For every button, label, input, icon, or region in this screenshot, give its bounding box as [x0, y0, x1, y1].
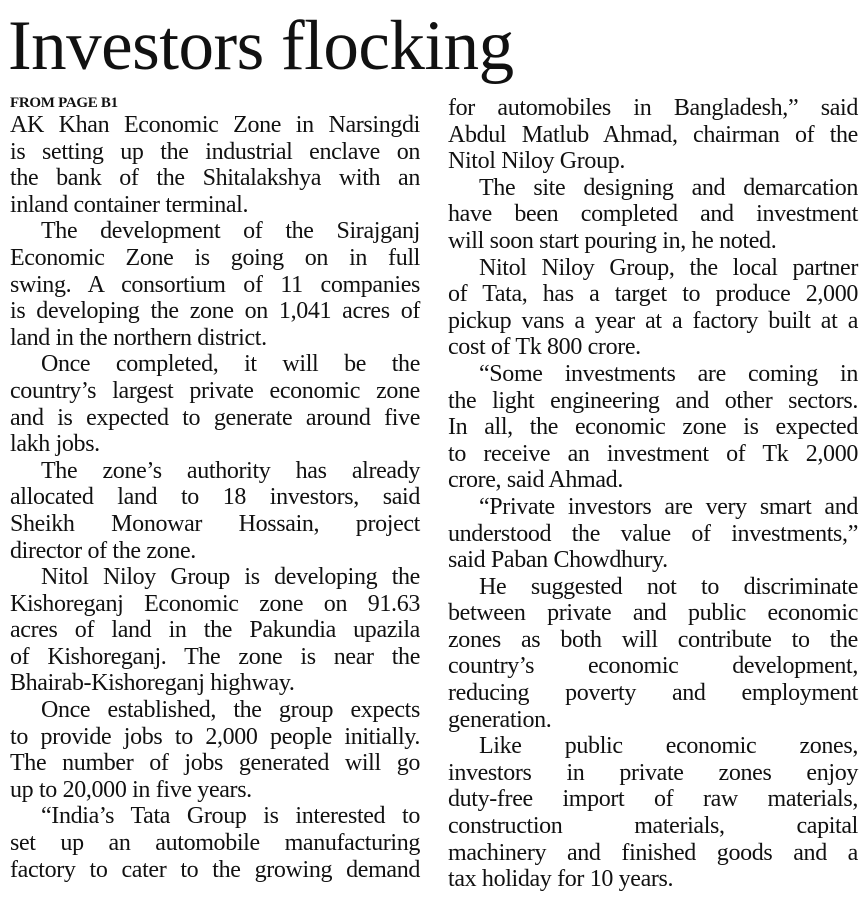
- paragraph: The zone’s authority has already allocate…: [10, 458, 420, 564]
- text-line: Nitol Niloy Group.: [448, 148, 626, 175]
- text-line: Nitol Niloy Group, the local partner: [479, 254, 858, 281]
- text-line: Bhairab-Kishoreganj highway.: [10, 670, 295, 697]
- article-column-right: for automobiles in Bangladesh,” said Abdu…: [448, 95, 858, 893]
- text-line: and is expected to generate around five: [10, 404, 420, 431]
- text-line: acres of land in the Pakundia upazila: [10, 617, 420, 644]
- text-line: the bank of the Shitalakshya with an: [10, 165, 420, 192]
- left-column-body: AK Khan Economic Zone in Narsingdi is set…: [10, 112, 420, 883]
- article-column-left: FROM PAGE B1 AK Khan Economic Zone in Na…: [10, 94, 420, 883]
- paragraph: for automobiles in Bangladesh,” said Abdu…: [448, 95, 858, 175]
- text-line: The development of the Sirajganj: [41, 218, 420, 245]
- text-line: inland container terminal.: [10, 191, 249, 218]
- text-line: have been completed and investment: [448, 201, 858, 228]
- headline: Investors flocking: [8, 7, 514, 85]
- text-line: allocated land to 18 investors, said: [10, 484, 420, 511]
- text-line: The number of jobs generated will go: [10, 750, 420, 777]
- text-line: understood the value of investments,”: [448, 520, 858, 547]
- text-line: construction materials, capital: [448, 813, 858, 840]
- text-line: set up an automobile manufacturing: [10, 830, 420, 857]
- text-line: to provide jobs to 2,000 people initiall…: [10, 723, 420, 750]
- paragraph: AK Khan Economic Zone in Narsingdi is set…: [10, 112, 420, 218]
- paragraph: The development of the Sirajganj Economic…: [10, 218, 420, 351]
- text-line: cost of Tk 800 crore.: [448, 334, 641, 361]
- text-line: swing. A consortium of 11 companies: [10, 271, 420, 298]
- text-line: The zone’s authority has already: [41, 457, 420, 484]
- text-line: Kishoreganj Economic zone on 91.63: [10, 590, 420, 617]
- text-line: pickup vans a year at a factory built at…: [448, 307, 858, 334]
- text-line: is setting up the industrial enclave on: [10, 138, 420, 165]
- text-line: “India’s Tata Group is interested to: [41, 803, 420, 830]
- text-line: machinery and finished goods and a: [448, 839, 858, 866]
- text-line: of Kishoreganj. The zone is near the: [10, 643, 420, 670]
- text-line: the light engineering and other sectors.: [448, 387, 858, 414]
- text-line: generation.: [448, 706, 552, 733]
- text-line: country’s largest private economic zone: [10, 377, 420, 404]
- text-line: Abdul Matlub Ahmad, chairman of the: [448, 121, 858, 148]
- text-line: for automobiles in Bangladesh,” said: [448, 95, 858, 121]
- text-line: Economic Zone is going on in full: [10, 244, 420, 271]
- text-line: Nitol Niloy Group is developing the: [41, 564, 420, 591]
- text-line: “Some investments are coming in: [479, 360, 858, 387]
- text-line: will soon start pouring in, he noted.: [448, 227, 777, 254]
- paragraph: “Private investors are very smart and und…: [448, 494, 858, 574]
- text-line: lakh jobs.: [10, 431, 100, 458]
- text-line: of Tata, has a target to produce 2,000: [448, 281, 858, 308]
- paragraph: The site designing and demarcation have b…: [448, 175, 858, 255]
- text-line: tax holiday for 10 years.: [448, 866, 674, 893]
- text-line: zones as both will contribute to the: [448, 626, 858, 653]
- text-line: In all, the economic zone is expected: [448, 414, 858, 441]
- right-column-body: for automobiles in Bangladesh,” said Abdu…: [448, 95, 858, 893]
- paragraph: Once established, the group expects to pr…: [10, 697, 420, 803]
- text-line: He suggested not to discriminate: [479, 573, 858, 600]
- paragraph: He suggested not to discriminate between …: [448, 574, 858, 734]
- text-line: is developing the zone on 1,041 acres of: [10, 298, 420, 325]
- text-line: director of the zone.: [10, 537, 196, 564]
- text-line: investors in private zones enjoy: [448, 759, 858, 786]
- text-line: to receive an investment of Tk 2,000: [448, 440, 858, 467]
- text-line: duty-free import of raw materials,: [448, 786, 858, 813]
- text-line: reducing poverty and employment: [448, 680, 858, 707]
- text-line: AK Khan Economic Zone in Narsingdi: [10, 112, 420, 138]
- text-line: up to 20,000 in five years.: [10, 776, 252, 803]
- paragraph: “India’s Tata Group is interested to set …: [10, 803, 420, 883]
- text-line: land in the northern district.: [10, 324, 267, 351]
- paragraph: Like public economic zones, investors in …: [448, 733, 858, 893]
- text-line: between private and public economic: [448, 600, 858, 627]
- text-line: said Paban Chowdhury.: [448, 547, 668, 574]
- text-line: “Private investors are very smart and: [479, 493, 858, 520]
- paragraph: Once completed, it will be the country’s …: [10, 351, 420, 457]
- paragraph: Nitol Niloy Group, the local partner of T…: [448, 255, 858, 361]
- text-line: factory to cater to the growing demand: [10, 856, 420, 883]
- paragraph: Nitol Niloy Group is developing the Kisho…: [10, 564, 420, 697]
- text-line: Sheikh Monowar Hossain, project: [10, 510, 420, 537]
- text-line: The site designing and demarcation: [479, 174, 858, 201]
- text-line: Once completed, it will be the: [41, 351, 420, 378]
- text-line: country’s economic development,: [448, 653, 858, 680]
- paragraph: “Some investments are coming in the light…: [448, 361, 858, 494]
- text-line: Once established, the group expects: [41, 697, 420, 724]
- text-line: crore, said Ahmad.: [448, 467, 623, 494]
- text-line: Like public economic zones,: [479, 733, 858, 760]
- kicker-from-page: FROM PAGE B1: [10, 95, 118, 111]
